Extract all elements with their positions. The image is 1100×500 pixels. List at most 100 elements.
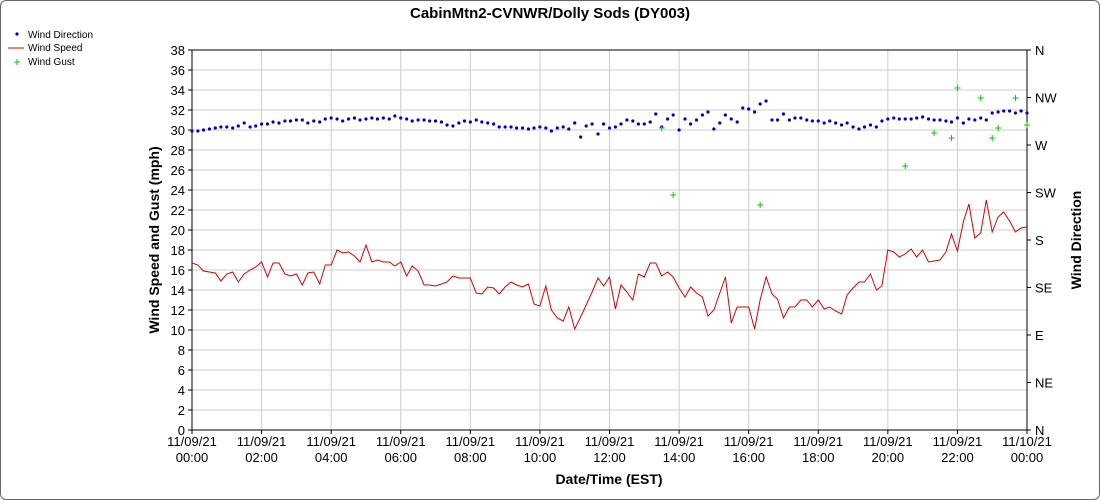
wind-direction-point bbox=[787, 118, 791, 122]
wind-direction-point bbox=[955, 116, 960, 120]
y-tick-label: 34 bbox=[171, 83, 185, 98]
wind-direction-point bbox=[938, 118, 942, 122]
wind-direction-point bbox=[231, 126, 235, 130]
x-tick-date-label: 11/09/21 bbox=[933, 434, 983, 449]
wind-gust-point bbox=[658, 125, 665, 131]
x-tick-time-label: 14:00 bbox=[663, 450, 696, 465]
wind-direction-point bbox=[1008, 109, 1012, 113]
x-tick-time-label: 16:00 bbox=[732, 450, 765, 465]
wind-direction-point bbox=[729, 117, 733, 121]
wind-direction-point bbox=[579, 135, 583, 139]
y-tick-label: 20 bbox=[171, 223, 185, 238]
chart-title: CabinMtn2-CVNWR/Dolly Sods (DY003) bbox=[410, 5, 690, 22]
wind-direction-point bbox=[903, 117, 907, 121]
y2-tick-label: SW bbox=[1035, 186, 1057, 201]
y-tick-label: 10 bbox=[171, 323, 185, 338]
wind-direction-point bbox=[961, 121, 965, 125]
x-tick-date-label: 11/09/21 bbox=[446, 434, 496, 449]
wind-direction-point bbox=[631, 119, 635, 123]
wind-direction-point bbox=[642, 122, 646, 126]
legend-marker-plus bbox=[14, 59, 20, 65]
wind-direction-point bbox=[259, 122, 264, 126]
x-tick-time-label: 04:00 bbox=[315, 450, 348, 465]
wind-direction-point bbox=[822, 121, 826, 125]
x-tick-date-label: 11/09/21 bbox=[863, 434, 913, 449]
wind-direction-point bbox=[544, 126, 548, 130]
wind-direction-point bbox=[306, 121, 310, 125]
wind-direction-point bbox=[283, 119, 287, 123]
wind-direction-point bbox=[509, 125, 513, 129]
wind-direction-point bbox=[318, 120, 322, 124]
x-tick-time-label: 18:00 bbox=[802, 450, 835, 465]
x-tick-date-label: 11/09/21 bbox=[585, 434, 635, 449]
wind-direction-point bbox=[1002, 109, 1006, 113]
y-tick-label: 32 bbox=[171, 103, 185, 118]
legend-label-wind-speed: Wind Speed bbox=[28, 43, 82, 54]
wind-direction-point bbox=[973, 118, 977, 122]
wind-direction-point bbox=[277, 121, 281, 125]
y2-axis-title: Wind Direction bbox=[1068, 191, 1084, 290]
x-tick-time-label: 00:00 bbox=[1011, 450, 1044, 465]
y-tick-label: 22 bbox=[171, 203, 185, 218]
wind-direction-point bbox=[375, 117, 380, 121]
wind-direction-point bbox=[688, 122, 693, 126]
wind-direction-point bbox=[532, 126, 536, 130]
wind-direction-point bbox=[387, 117, 391, 121]
y2-tick-label: NW bbox=[1035, 91, 1057, 106]
y-tick-label: 14 bbox=[171, 283, 185, 298]
wind-direction-point bbox=[758, 102, 762, 106]
y2-tick-label: S bbox=[1035, 233, 1044, 248]
wind-direction-point bbox=[601, 122, 606, 126]
wind-direction-point bbox=[613, 125, 618, 129]
wind-direction-point bbox=[480, 120, 484, 124]
y-tick-label: 28 bbox=[171, 143, 185, 158]
y2-tick-label: NE bbox=[1035, 376, 1053, 391]
wind-direction-point bbox=[364, 117, 368, 121]
wind-direction-point bbox=[683, 117, 687, 121]
wind-direction-point bbox=[984, 118, 988, 122]
wind-direction-point bbox=[520, 126, 525, 130]
series-layer bbox=[190, 85, 1030, 331]
wind-direction-point bbox=[839, 123, 844, 127]
wind-direction-point bbox=[312, 119, 316, 123]
x-tick-date-label: 11/09/21 bbox=[793, 434, 843, 449]
wind-direction-point bbox=[381, 116, 385, 120]
y-tick-label: 8 bbox=[178, 343, 185, 358]
wind-direction-point bbox=[741, 106, 745, 110]
wind-direction-point bbox=[370, 116, 374, 120]
wind-direction-point bbox=[590, 122, 594, 126]
wind-direction-point bbox=[584, 124, 588, 128]
wind-direction-point bbox=[990, 111, 994, 115]
x-tick-time-label: 10:00 bbox=[524, 450, 557, 465]
wind-speed-line bbox=[191, 199, 1028, 331]
wind-direction-point bbox=[648, 120, 652, 124]
wind-direction-point bbox=[892, 116, 896, 120]
wind-direction-point bbox=[752, 110, 757, 114]
y2-tick-label: W bbox=[1035, 138, 1048, 153]
wind-direction-point bbox=[1025, 111, 1029, 115]
wind-direction-point bbox=[932, 118, 936, 122]
wind-direction-point bbox=[549, 129, 553, 133]
wind-direction-point bbox=[236, 124, 240, 128]
y2-tick-label: SE bbox=[1035, 281, 1053, 296]
legend-label-wind-direction: Wind Direction bbox=[28, 30, 93, 41]
wind-direction-point bbox=[219, 125, 223, 129]
x-tick-time-label: 12:00 bbox=[593, 450, 626, 465]
wind-direction-point bbox=[225, 125, 229, 129]
y-tick-label: 26 bbox=[171, 163, 185, 178]
legend-marker-dot bbox=[15, 32, 19, 36]
wind-direction-point bbox=[619, 122, 623, 126]
wind-gust-point bbox=[670, 192, 677, 198]
wind-direction-point bbox=[967, 117, 971, 121]
wind-direction-point bbox=[451, 124, 455, 128]
x-tick-time-label: 20:00 bbox=[872, 450, 905, 465]
wind-gust-point bbox=[931, 130, 938, 136]
wind-direction-point bbox=[358, 118, 362, 122]
wind-direction-point bbox=[874, 125, 878, 129]
wind-direction-point bbox=[300, 118, 304, 122]
wind-direction-point bbox=[706, 110, 710, 114]
y-tick-label: 6 bbox=[178, 363, 185, 378]
wind-direction-point bbox=[526, 127, 531, 131]
wind-direction-point bbox=[486, 121, 490, 125]
wind-gust-point bbox=[757, 202, 764, 208]
